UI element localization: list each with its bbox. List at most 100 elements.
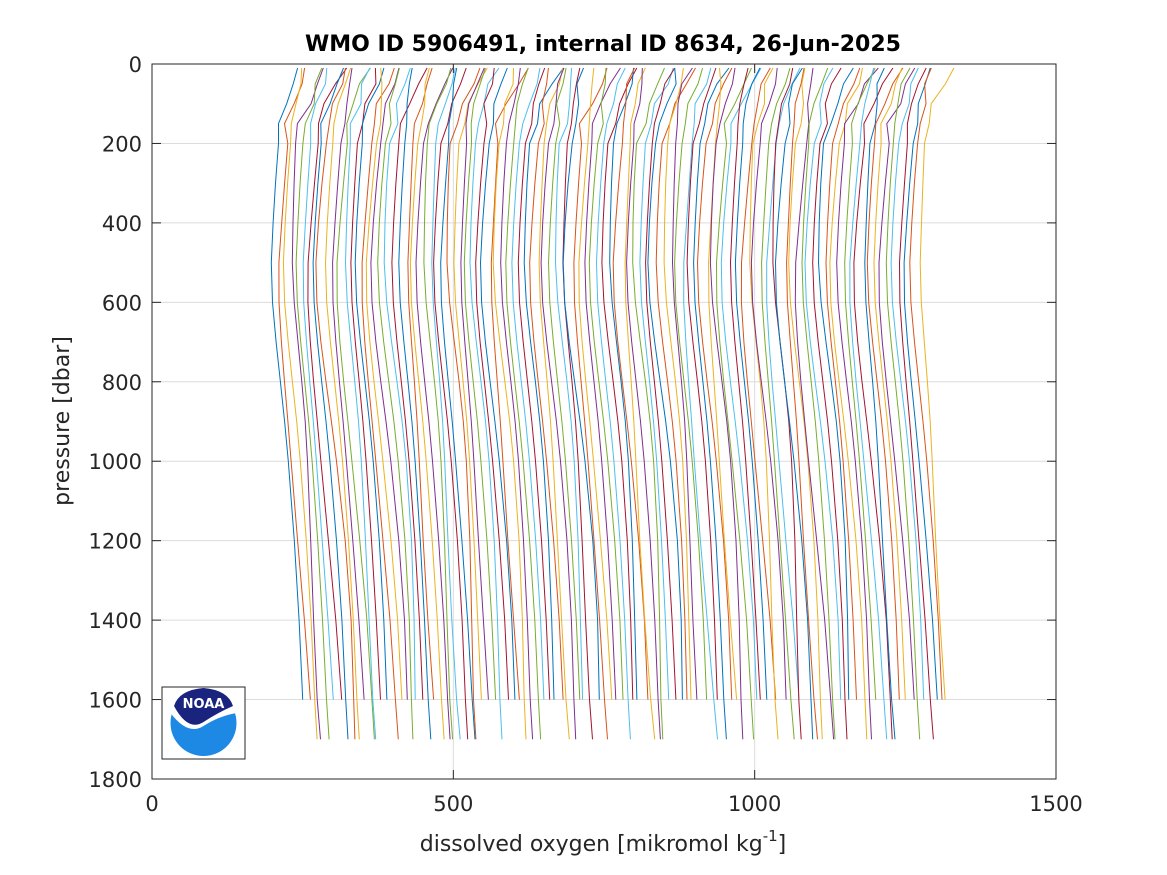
- oxygen-profile: [423, 67, 454, 740]
- oxygen-profile: [696, 67, 733, 700]
- oxygen-profile: [683, 67, 718, 740]
- oxygen-profile: [919, 67, 955, 700]
- oxygen-profile: [578, 67, 613, 700]
- oxygen-profile: [415, 67, 454, 740]
- y-tick-label: 1200: [89, 530, 142, 554]
- oxygen-profile: [903, 67, 938, 700]
- oxygen-profile: [440, 67, 476, 740]
- oxygen-profile: [407, 67, 435, 700]
- x-axis-label-main: dissolved oxygen [mikromol kg: [420, 832, 763, 857]
- y-tick-label: 800: [102, 371, 142, 395]
- oxygen-profile: [647, 67, 683, 700]
- oxygen-profile: [370, 67, 408, 700]
- oxygen-profile: [609, 67, 638, 700]
- oxygen-profile: [817, 67, 854, 700]
- x-tick-label: 1000: [728, 792, 781, 816]
- oxygen-profile: [632, 67, 665, 740]
- oxygen-profile: [336, 67, 375, 740]
- oxygen-profile: [463, 67, 497, 700]
- oxygen-profile: [354, 67, 388, 700]
- oxygen-profile: [729, 67, 761, 700]
- oxygen-profile: [671, 67, 698, 700]
- x-tick-labels: 0 500 1000 1500: [145, 792, 1082, 816]
- oxygen-profile: [595, 67, 631, 740]
- oxygen-profile: [584, 67, 621, 700]
- oxygen-profile: [829, 67, 868, 740]
- oxygen-profile: [601, 67, 638, 700]
- oxygen-profile: [864, 67, 896, 740]
- oxygen-profile: [794, 67, 835, 740]
- oxygen-profile: [825, 67, 861, 700]
- oxygen-profile: [291, 67, 324, 740]
- oxygen-profile: [523, 67, 564, 700]
- oxygen-profile: [750, 67, 787, 700]
- oxygen-profile: [278, 67, 311, 700]
- oxygen-profile: [693, 67, 730, 740]
- oxygen-profile: [626, 67, 661, 740]
- oxygen-profile: [890, 67, 925, 700]
- oxygen-profile: [307, 67, 348, 700]
- oxygen-profile: [344, 67, 377, 740]
- profile-lines: [270, 67, 955, 740]
- oxygen-profile: [612, 67, 649, 700]
- oxygen-profile: [529, 67, 564, 700]
- oxygen-profile: [446, 67, 481, 740]
- y-axis-label: pressure [dbar]: [50, 336, 75, 506]
- oxygen-profile: [517, 67, 551, 700]
- oxygen-profile: [377, 67, 414, 740]
- x-axis-label: dissolved oxygen [mikromol kg-1]: [420, 827, 787, 857]
- oxygen-profile: [866, 67, 904, 700]
- oxygen-profile: [453, 67, 488, 700]
- oxygen-profile: [554, 67, 584, 700]
- oxygen-profile: [674, 67, 708, 700]
- oxygen-profile: [409, 67, 445, 740]
- x-tick-label: 0: [145, 792, 158, 816]
- oxygen-profile: [391, 67, 428, 700]
- oxygen-profile: [350, 67, 381, 700]
- oxygen-profile: [844, 67, 877, 700]
- oxygen-profile: [538, 67, 570, 740]
- oxygen-profile: [332, 67, 365, 700]
- oxygen-profile: [639, 67, 674, 700]
- x-axis-label-end: ]: [778, 832, 787, 857]
- oxygen-profile: [774, 67, 814, 740]
- oxygen-profile: [315, 67, 356, 740]
- oxygen-profile: [740, 67, 777, 700]
- oxygen-profile: [540, 67, 577, 740]
- oxygen-profile: [302, 67, 334, 700]
- oxygen-profile: [709, 67, 744, 740]
- oxygen-profile: [295, 67, 330, 740]
- y-tick-label: 200: [102, 132, 142, 156]
- y-tick-label: 400: [102, 212, 142, 236]
- oxygen-profile: [361, 67, 399, 740]
- oxygen-profile: [788, 67, 823, 740]
- oxygen-profile: [749, 67, 779, 740]
- oxygen-profile: [885, 67, 921, 740]
- oxygen-profile: [772, 67, 802, 740]
- noaa-logo-bird: [174, 688, 233, 725]
- oxygen-profile: [873, 67, 906, 700]
- oxygen-profile: [720, 67, 762, 700]
- axis-ticks: [151, 63, 1057, 780]
- oxygen-profile: [547, 67, 581, 700]
- oxygen-profile: [469, 67, 503, 740]
- y-tick-label: 1600: [89, 689, 142, 713]
- oxygen-profile: [433, 67, 469, 740]
- oxygen-profile: [686, 67, 718, 700]
- oxygen-profile: [645, 67, 677, 700]
- oxygen-profile: [282, 67, 318, 740]
- oxygen-profile: [766, 67, 801, 700]
- oxygen-profile: [624, 67, 656, 740]
- oxygen-profile: [786, 67, 818, 740]
- x-axis-label-superscript: -1: [763, 827, 778, 845]
- plot-frame: [151, 63, 1057, 780]
- oxygen-profile: [853, 67, 894, 740]
- oxygen-profile: [383, 67, 416, 700]
- oxygen-profile: [909, 67, 943, 700]
- oxygen-profile: [734, 67, 768, 700]
- oxygen-profile: [849, 67, 888, 740]
- y-tick-label: 0: [129, 53, 142, 77]
- oxygen-profile: [312, 67, 349, 740]
- oxygen-profile: [708, 67, 738, 700]
